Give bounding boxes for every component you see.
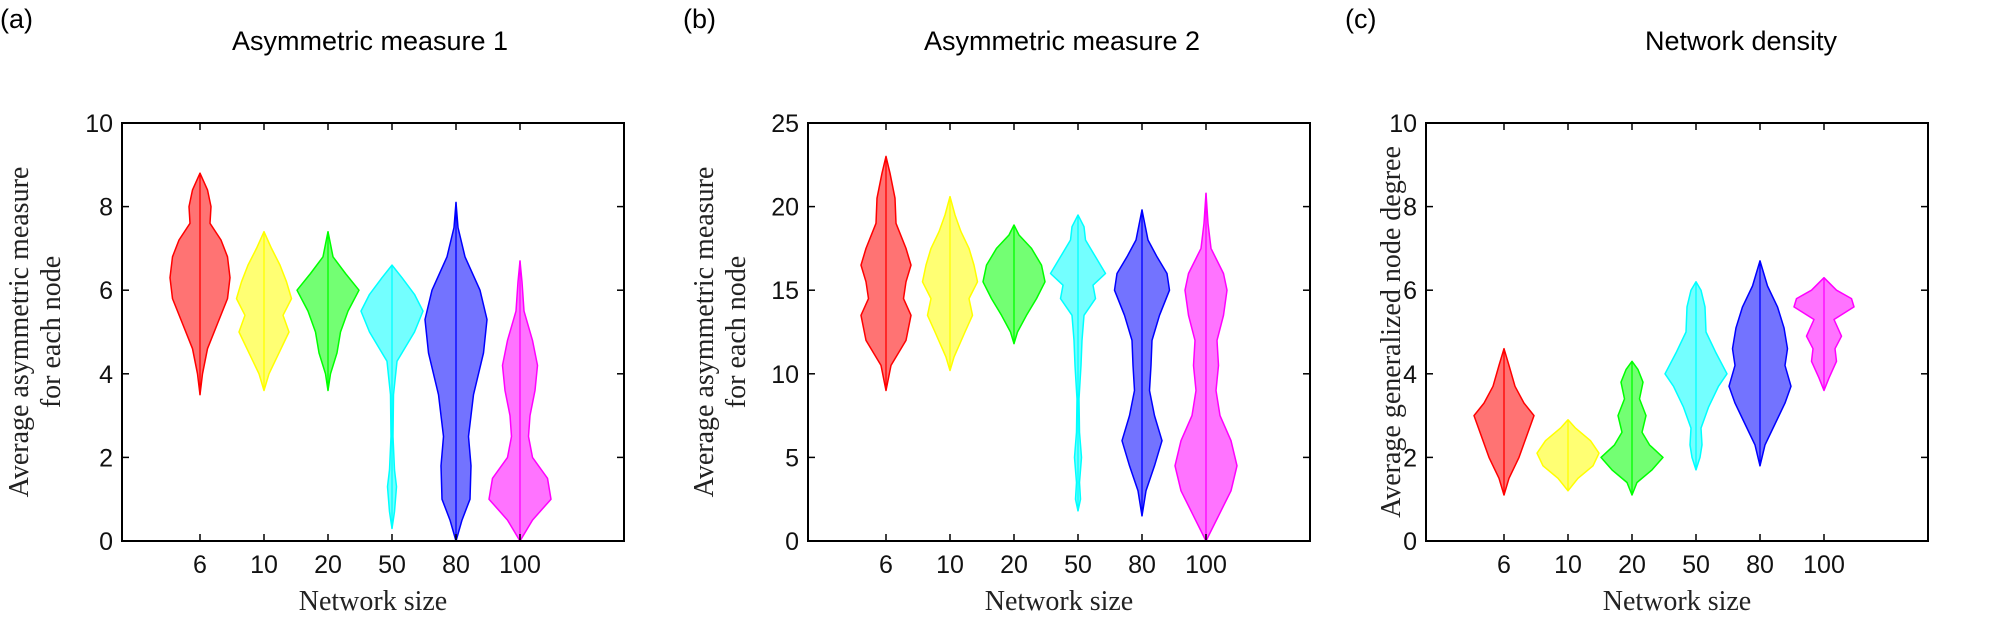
- y-tick-label: 0: [1403, 528, 1417, 556]
- x-axis-label: Network size: [985, 586, 1134, 617]
- panel-1: (a) Asymmetric measure 1 0 2 4 6 8 10 6 10 20 50 80 1…: [0, 4, 625, 617]
- plot-frame: [1425, 122, 1929, 542]
- y-tick-label: 0: [99, 528, 113, 556]
- panel-label: (a): [0, 4, 33, 34]
- chart-title: Network density: [1645, 26, 1838, 56]
- y-tick-label: 25: [771, 110, 799, 138]
- y-tick-label: 2: [99, 444, 113, 472]
- y-tick-label: 10: [771, 361, 799, 389]
- y-axis-label: for each node: [721, 256, 752, 408]
- violins: [860, 155, 1238, 542]
- y-tick-label: 6: [1403, 277, 1417, 305]
- panel-label: (b): [683, 4, 716, 34]
- y-tick-label: 8: [99, 194, 113, 222]
- x-tick-label: 100: [499, 551, 541, 579]
- plot-frame: [807, 122, 1311, 542]
- y-tick-label: 8: [1403, 194, 1417, 222]
- x-tick-label: 80: [1746, 551, 1774, 579]
- x-tick-label: 50: [378, 551, 406, 579]
- panel-label: (c): [1345, 4, 1376, 34]
- plot-frame: [121, 122, 625, 542]
- y-tick-label: 20: [771, 194, 799, 222]
- y-axis-label: for each node: [36, 256, 67, 408]
- x-tick-label: 80: [442, 551, 470, 579]
- x-tick-label: 6: [879, 551, 893, 579]
- x-axis-label: Network size: [299, 586, 448, 617]
- y-tick-label: 4: [99, 361, 113, 389]
- x-tick-label: 20: [1618, 551, 1646, 579]
- x-axis-label: Network size: [1603, 586, 1752, 617]
- x-tick-label: 50: [1064, 551, 1092, 579]
- x-tick-label: 6: [1497, 551, 1511, 579]
- panel-3: (c) Network density 0 2 4 6 8 10 6 10 20 50 80 100 Net…: [1345, 4, 1929, 617]
- y-tick-label: 2: [1403, 444, 1417, 472]
- y-tick-label: 5: [785, 444, 799, 472]
- y-axis-label: Average asymmetric measure: [689, 167, 720, 498]
- y-axis-label: Average asymmetric measure: [4, 167, 35, 498]
- x-tick-label: 10: [250, 551, 278, 579]
- y-tick-label: 10: [1389, 110, 1417, 138]
- x-tick-label: 100: [1185, 551, 1227, 579]
- x-tick-label: 20: [314, 551, 342, 579]
- x-tick-label: 50: [1682, 551, 1710, 579]
- y-tick-label: 0: [785, 528, 799, 556]
- violins: [1473, 260, 1855, 496]
- y-tick-label: 10: [85, 110, 113, 138]
- x-tick-label: 80: [1128, 551, 1156, 579]
- x-tick-label: 10: [1554, 551, 1582, 579]
- x-tick-label: 100: [1803, 551, 1845, 579]
- panel-2: (b) Asymmetric measure 2 0 5 10 15 20 25 6 10 20 50…: [683, 4, 1311, 617]
- y-tick-label: 4: [1403, 361, 1417, 389]
- x-tick-label: 6: [193, 551, 207, 579]
- violins: [169, 172, 552, 542]
- y-axis-label: Average generalized node degree: [1376, 146, 1407, 518]
- x-tick-label: 20: [1000, 551, 1028, 579]
- chart-title: Asymmetric measure 2: [924, 26, 1200, 56]
- chart-title: Asymmetric measure 1: [232, 26, 508, 56]
- y-tick-label: 6: [99, 277, 113, 305]
- y-tick-label: 15: [771, 277, 799, 305]
- x-tick-label: 10: [936, 551, 964, 579]
